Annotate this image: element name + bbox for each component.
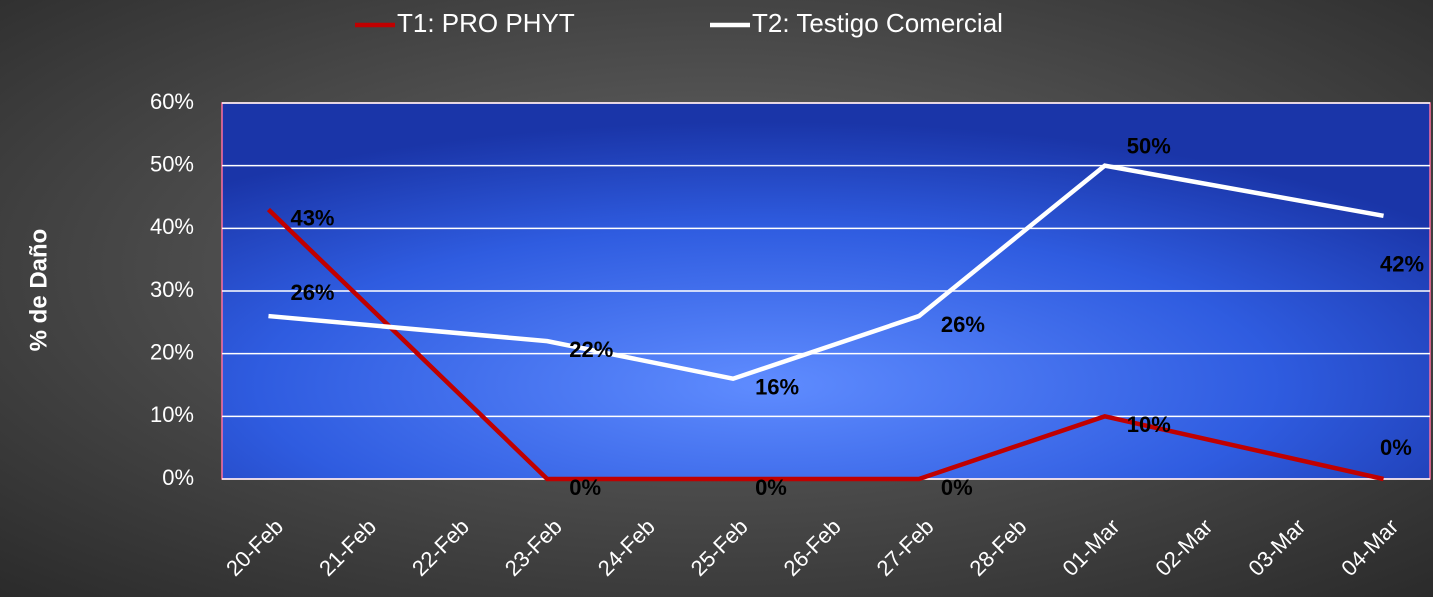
y-axis-label: % de Daño: [25, 229, 52, 352]
data-label: 42%: [1380, 252, 1424, 277]
y-tick-label: 60%: [150, 89, 194, 114]
data-label: 22%: [569, 337, 613, 362]
data-label: 0%: [755, 475, 787, 500]
y-tick-label: 40%: [150, 214, 194, 239]
y-tick-label: 10%: [150, 402, 194, 427]
y-tick-label: 20%: [150, 339, 194, 364]
line: [266, 207, 1385, 482]
data-label: 10%: [1127, 412, 1171, 437]
data-label: 26%: [941, 312, 985, 337]
data-label: 0%: [1380, 435, 1412, 460]
y-tick-label: 0%: [162, 465, 194, 490]
legend-label: T2: Testigo Comercial: [752, 8, 1003, 38]
legend-label: T1: PRO PHYT: [397, 8, 575, 38]
data-label: 0%: [941, 475, 973, 500]
line: [268, 163, 1384, 382]
data-label: 16%: [755, 375, 799, 400]
data-label: 26%: [290, 280, 334, 305]
data-label: 50%: [1127, 133, 1171, 158]
y-tick-label: 30%: [150, 277, 194, 302]
y-tick-label: 50%: [150, 151, 194, 176]
data-label: 43%: [290, 205, 334, 230]
data-label: 0%: [569, 475, 601, 500]
